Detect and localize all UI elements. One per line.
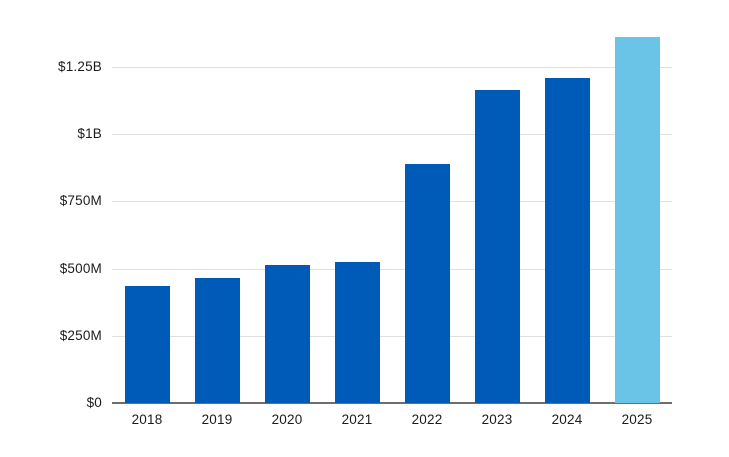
x-axis-tick-label: 2018 bbox=[131, 412, 163, 427]
y-gridline bbox=[112, 134, 672, 136]
bar-2023 bbox=[474, 89, 520, 403]
x-axis-line bbox=[112, 402, 672, 404]
y-gridline bbox=[112, 335, 672, 337]
y-axis-tick-label: $750M bbox=[59, 193, 102, 209]
y-gridline bbox=[112, 268, 672, 270]
bar-2022 bbox=[404, 163, 450, 403]
x-axis-tick-label: 2025 bbox=[621, 412, 653, 427]
bar-2020 bbox=[264, 264, 310, 403]
bar-2024 bbox=[544, 77, 590, 403]
bar-2021 bbox=[334, 261, 380, 403]
x-axis-tick-label: 2019 bbox=[201, 412, 233, 427]
bar-2019 bbox=[194, 278, 240, 403]
x-axis-tick-label: 2023 bbox=[481, 412, 513, 427]
bar-2018 bbox=[124, 286, 170, 403]
bar-2025 bbox=[614, 37, 660, 403]
y-axis-tick-label: $250M bbox=[59, 327, 102, 343]
x-axis-tick-label: 2020 bbox=[271, 412, 303, 427]
y-axis-tick-label: $1.25B bbox=[58, 59, 102, 74]
y-axis-tick-label: $1B bbox=[77, 126, 102, 142]
y-gridline bbox=[112, 67, 672, 68]
x-axis-tick-label: 2022 bbox=[411, 412, 443, 427]
x-axis-tick-label: 2021 bbox=[341, 412, 373, 427]
y-axis-tick-label: $0 bbox=[86, 395, 102, 410]
x-axis-tick-label: 2024 bbox=[551, 412, 583, 427]
y-gridline bbox=[112, 201, 672, 203]
y-axis-tick-label: $500M bbox=[59, 260, 102, 276]
